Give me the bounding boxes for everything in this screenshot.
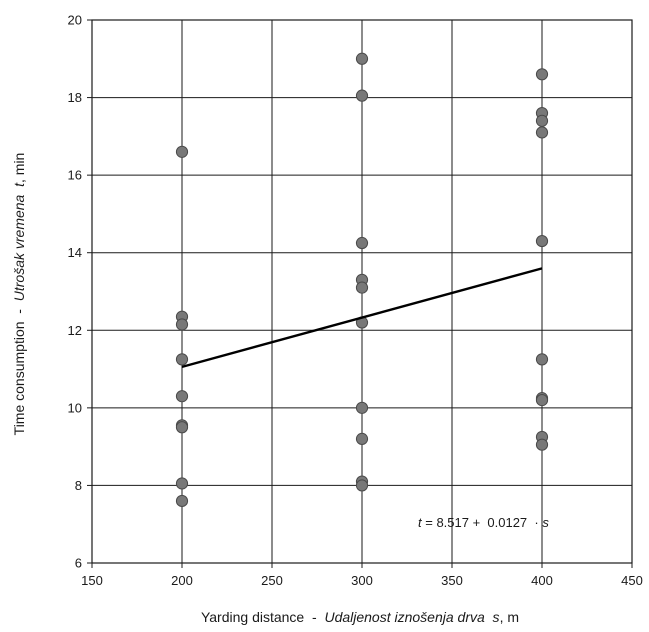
x-tick-label-250: 250 — [261, 573, 283, 588]
data-point-12 — [355, 236, 369, 250]
y-tick-label-16: 16 — [68, 168, 82, 183]
data-point-25 — [535, 353, 549, 366]
x-axis-label: Yarding distance - Udaljenost iznošenja … — [201, 609, 519, 625]
y-tick-label-20: 20 — [68, 13, 82, 28]
data-point-22 — [535, 114, 549, 127]
data-point-9 — [175, 494, 189, 508]
y-axis-label-italic: Utrošak vremena t — [11, 182, 27, 301]
data-point-17 — [355, 432, 369, 445]
x-axis-ticks: 150 200 250 300 350 400 450 — [81, 563, 643, 588]
regression-equation: t = 8.517 + 0.0127 · s — [418, 515, 549, 530]
data-point-7 — [175, 421, 189, 434]
x-tick-label-300: 300 — [351, 573, 373, 588]
y-tick-label-12: 12 — [68, 323, 82, 338]
data-point-5 — [175, 390, 189, 403]
data-point-29 — [535, 438, 549, 451]
equation-rhs: = 8.517 + 0.0127 · — [422, 515, 543, 530]
y-tick-label-8: 8 — [75, 478, 82, 493]
y-tick-label-10: 10 — [68, 400, 82, 415]
data-point-3 — [175, 318, 189, 331]
data-point-10 — [355, 52, 369, 65]
x-axis-label-italic: Udaljenost iznošenja drva s — [324, 609, 499, 625]
y-tick-label-18: 18 — [68, 90, 82, 105]
data-point-23 — [535, 126, 549, 139]
data-point-8 — [175, 477, 189, 490]
x-tick-label-400: 400 — [531, 573, 553, 588]
x-axis-label-suffix: , m — [500, 609, 519, 625]
trendline-path — [181, 267, 543, 369]
x-tick-label-350: 350 — [441, 573, 463, 588]
data-points — [175, 52, 549, 508]
data-point-14 — [355, 281, 369, 294]
y-axis-label-suffix: , min — [11, 153, 27, 183]
data-point-16 — [355, 401, 369, 414]
x-tick-label-150: 150 — [81, 573, 103, 588]
data-point-24 — [535, 234, 549, 248]
y-axis-ticks: 6 8 10 12 14 16 18 20 — [68, 13, 92, 571]
y-tick-label-6: 6 — [75, 556, 82, 571]
data-point-11 — [355, 89, 369, 102]
x-tick-label-450: 450 — [621, 573, 643, 588]
trendline — [181, 267, 543, 369]
data-point-1 — [175, 145, 189, 158]
data-point-19 — [355, 479, 369, 492]
y-tick-label-14: 14 — [68, 245, 82, 260]
data-point-20 — [535, 68, 549, 81]
data-point-4 — [175, 353, 189, 366]
x-tick-label-200: 200 — [171, 573, 193, 588]
y-axis-label: Time consumption - Utrošak vremena t, mi… — [11, 153, 27, 436]
equation-variable: s — [542, 515, 549, 530]
equation-lhs: t — [418, 515, 423, 530]
y-axis-label-prefix: Time consumption - — [11, 301, 27, 435]
x-axis-label-prefix: Yarding distance - — [201, 609, 324, 625]
data-point-27 — [535, 394, 549, 407]
